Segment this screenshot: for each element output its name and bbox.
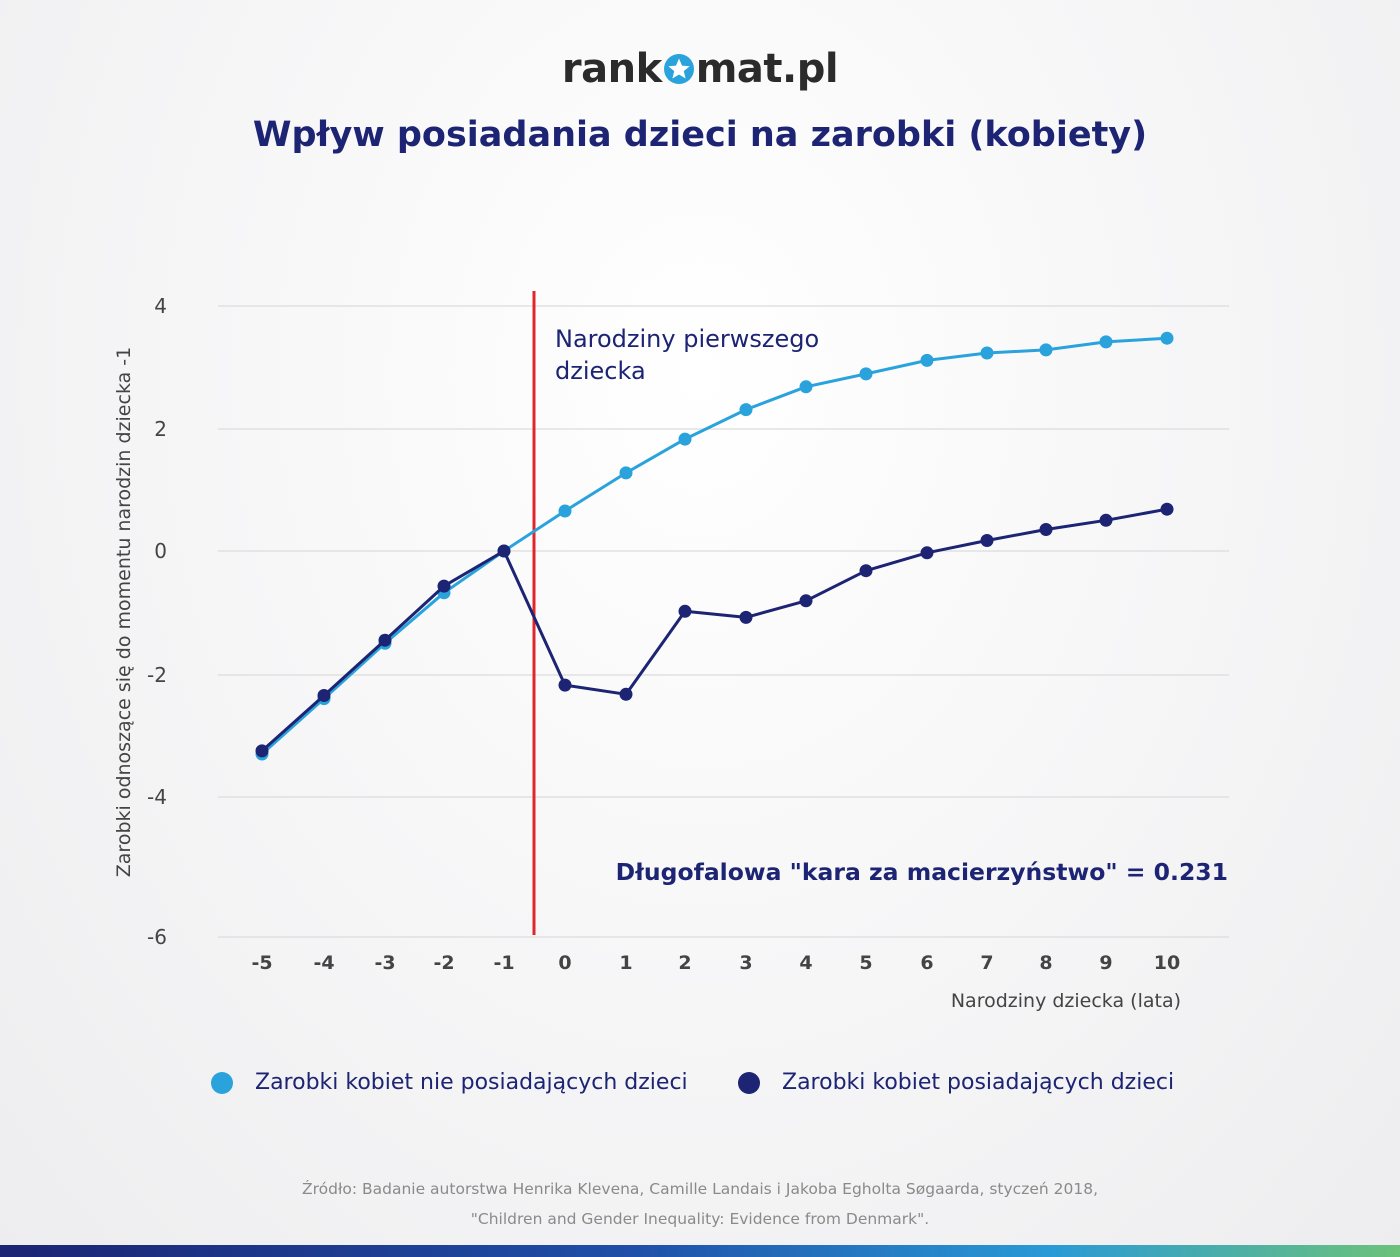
series-no-children-point [799, 380, 813, 394]
series-children-point [497, 544, 511, 558]
y-tick-label: 0 [154, 539, 167, 563]
event-label-line1: Narodziny pierwszego [555, 325, 819, 353]
x-tick-label: 3 [739, 952, 752, 974]
series-no-children-point [678, 432, 692, 446]
series-no-children [255, 331, 1174, 761]
series-children-point [1039, 523, 1053, 536]
series-children-point [1160, 502, 1174, 516]
bottom-gradient-bar [0, 1245, 1400, 1257]
series-children-point [980, 534, 994, 547]
x-tick-label: 8 [1039, 952, 1052, 974]
x-tick-label: -5 [251, 952, 272, 974]
event-label-line2: dziecka [555, 357, 646, 385]
legend-label-children: Zarobki kobiet posiadających dzieci [782, 1070, 1175, 1095]
legend-dot-icon [211, 1071, 233, 1094]
source-line-1: Źródło: Badanie autorstwa Henrika Kleven… [301, 1180, 1099, 1198]
gridlines [218, 305, 1229, 938]
x-tick-label: 4 [799, 952, 812, 974]
x-tick-label: 6 [920, 952, 933, 974]
y-tick-label: 4 [154, 294, 167, 318]
series-children-point [920, 546, 934, 560]
x-axis-label: Narodziny dziecka (lata) [951, 990, 1181, 1012]
x-tick-label: -1 [493, 952, 514, 974]
series-children-point [558, 678, 572, 692]
motherhood-penalty-annotation: Długofalowa "kara za macierzyństwo" = 0.… [616, 858, 1228, 886]
series-no-children-point [558, 504, 572, 518]
x-tick-label: 2 [678, 952, 691, 974]
logo-text-left: rank [561, 46, 662, 92]
series-children-point [378, 633, 392, 647]
x-tick-label: -4 [313, 952, 334, 974]
x-tick-label: 10 [1154, 952, 1180, 974]
legend-dot-icon [738, 1071, 760, 1094]
x-tick-label: -2 [433, 952, 454, 974]
x-tick-label: -3 [374, 952, 395, 974]
y-tick-labels: 4 2 0 -2 -4 -6 [147, 294, 167, 949]
y-axis-label: Zarobki odnoszące się do momentu narodzi… [113, 347, 135, 877]
line-chart: 4 2 0 -2 -4 -6 -5 -4 -3 -2 -1 0 1 2 3 4 5 6 7 8 9 10 Zarobki… [113, 291, 1229, 1012]
x-tick-label: 5 [859, 952, 872, 974]
series-children-point [799, 594, 813, 608]
series-no-children-point [859, 367, 873, 381]
series [255, 331, 1174, 761]
series-children-point [255, 744, 269, 758]
y-tick-label: -2 [147, 663, 167, 687]
series-children-point [678, 604, 692, 618]
header: rank mat.pl Wpływ posiadania dzieci na za… [0, 0, 1400, 200]
series-children-point [1099, 513, 1113, 527]
x-tick-label: 7 [980, 952, 993, 974]
x-tick-label: 0 [558, 952, 571, 974]
series-no-children-point [1160, 331, 1174, 345]
series-children-point [317, 689, 331, 702]
legend-label-no-children: Zarobki kobiet nie posiadających dzieci [255, 1070, 688, 1095]
series-children-point [619, 687, 633, 701]
series-no-children-line [261, 336, 1168, 756]
series-no-children-point [1099, 335, 1113, 349]
series-children-point [859, 564, 873, 578]
star-icon [663, 49, 695, 84]
y-tick-label: -6 [147, 925, 167, 949]
logo: rank mat.pl [0, 46, 1400, 92]
series-no-children-point [980, 346, 994, 360]
logo-text-right: mat.pl [695, 46, 839, 92]
series-children [255, 502, 1174, 758]
series-no-children-point [920, 353, 934, 367]
series-no-children-point [739, 403, 753, 417]
source-line-2: "Children and Gender Inequality: Evidenc… [470, 1210, 930, 1228]
series-children-point [437, 579, 451, 593]
legend-item-no-children: Zarobki kobiet nie posiadających dzieci [211, 1070, 688, 1095]
legend-item-children: Zarobki kobiet posiadających dzieci [738, 1070, 1174, 1095]
series-children-line [261, 507, 1168, 753]
legend: Zarobki kobiet nie posiadających dzieci … [0, 1070, 1400, 1110]
y-tick-label: 2 [154, 417, 167, 441]
x-tick-label: 1 [619, 952, 632, 974]
y-tick-label: -4 [147, 785, 167, 809]
x-tick-label: 9 [1099, 952, 1112, 974]
series-no-children-point [619, 466, 633, 480]
series-children-point [739, 610, 753, 624]
x-tick-labels: -5 -4 -3 -2 -1 0 1 2 3 4 5 6 7 8 9 10 [251, 952, 1180, 974]
chart-title: Wpływ posiadania dzieci na zarobki (kobi… [252, 115, 1148, 155]
series-no-children-point [1039, 343, 1053, 357]
